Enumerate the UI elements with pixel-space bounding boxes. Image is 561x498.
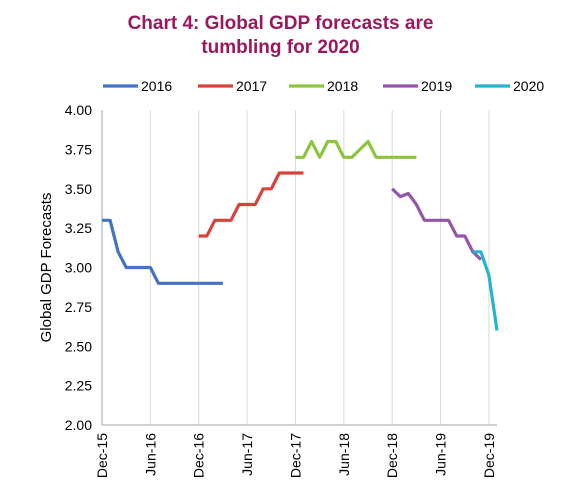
x-tick-label: Dec-15 [94,433,110,478]
y-tick-label: 3.50 [65,181,92,197]
y-tick-label: 2.00 [65,417,92,433]
legend-label: 2019 [421,78,452,94]
legend-label: 2017 [236,78,267,94]
y-tick-label: 2.50 [65,338,92,354]
chart-title: Chart 4: Global GDP forecasts are tumbli… [0,12,561,60]
x-tick-label: Jun-19 [433,433,449,476]
legend-label: 2020 [513,78,544,94]
chart-title-line-2: tumbling for 2020 [201,37,360,58]
y-axis-label: Global GDP Forecasts [38,193,55,343]
series-line-2016 [102,218,223,285]
y-tick-label: 2.75 [65,299,92,315]
y-tick-label: 2.25 [65,378,92,394]
x-tick-label: Jun-17 [239,433,255,476]
legend-label: 2018 [327,78,358,94]
series-line-2019 [391,187,483,261]
series-line-2017 [198,171,304,238]
x-tick-label: Dec-18 [384,433,400,478]
series-line-2018 [295,139,417,159]
y-tick-label: 3.25 [65,220,92,236]
x-tick-label: Jun-18 [336,433,352,476]
x-tick-label: Dec-16 [191,433,207,478]
chart-title-line-1: Chart 4: Global GDP forecasts are [127,13,434,34]
x-tick-label: Dec-19 [481,433,497,478]
legend-label: 2016 [141,78,172,94]
x-tick-label: Jun-16 [142,433,158,476]
series-line-2020 [472,250,499,331]
y-tick-label: 3.00 [65,260,92,276]
x-tick-label: Dec-17 [287,433,303,478]
y-tick-label: 3.75 [65,141,92,157]
y-tick-label: 4.00 [65,102,92,118]
